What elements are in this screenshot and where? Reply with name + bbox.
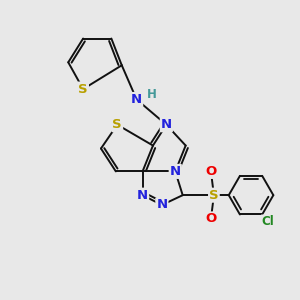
Text: Cl: Cl <box>262 215 274 228</box>
Text: S: S <box>209 189 219 202</box>
Text: N: N <box>170 165 181 178</box>
Text: H: H <box>147 88 157 100</box>
Text: N: N <box>156 199 167 212</box>
Text: O: O <box>205 165 217 178</box>
Text: N: N <box>161 118 172 131</box>
Text: N: N <box>131 93 142 106</box>
Text: O: O <box>205 212 217 226</box>
Text: S: S <box>112 118 122 131</box>
Text: S: S <box>78 82 88 96</box>
Text: N: N <box>137 189 148 202</box>
